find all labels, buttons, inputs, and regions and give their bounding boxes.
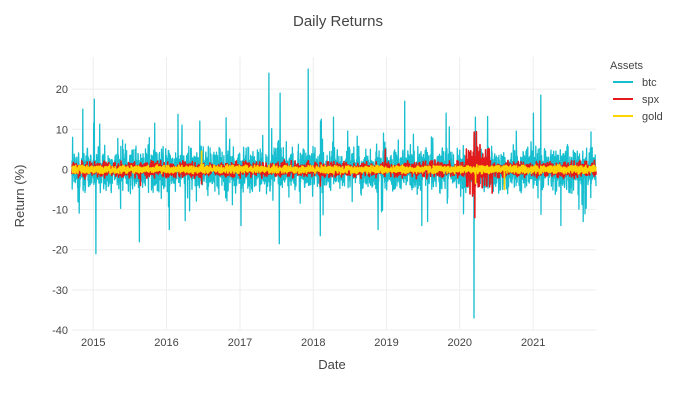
y-tick-label: -40 (52, 325, 68, 337)
x-tick-label: 2021 (521, 337, 545, 349)
x-tick-label: 2017 (228, 337, 252, 349)
grid (72, 57, 596, 331)
y-tick-label: 10 (56, 124, 68, 136)
plot-area (71, 68, 597, 319)
x-axis-title: Date (318, 357, 345, 372)
y-tick-label: -10 (52, 205, 68, 217)
y-tick-label: -30 (52, 285, 68, 297)
legend[interactable]: Assets btc spx gold (610, 60, 663, 123)
x-tick-label: 2016 (154, 337, 178, 349)
legend-label-spx: spx (642, 94, 660, 106)
x-tick-label: 2019 (374, 337, 398, 349)
x-tick-label: 2020 (447, 337, 471, 349)
y-tick-label: 0 (62, 164, 68, 176)
x-axis: 2015 2016 2017 2018 2019 2020 2021 (81, 337, 545, 349)
x-tick-label: 2018 (301, 337, 325, 349)
y-axis: 20 10 0 -10 -20 -30 -40 (52, 84, 68, 337)
legend-label-btc: btc (642, 77, 657, 89)
x-tick-label: 2015 (81, 337, 105, 349)
legend-title: Assets (610, 60, 644, 72)
y-tick-label: 20 (56, 84, 68, 96)
series-line-gold (71, 150, 597, 191)
y-tick-label: -20 (52, 245, 68, 257)
series-line-btc (71, 68, 597, 319)
chart-title: Daily Returns (293, 13, 383, 30)
y-axis-title: Return (%) (12, 165, 27, 228)
legend-label-gold: gold (642, 111, 663, 123)
